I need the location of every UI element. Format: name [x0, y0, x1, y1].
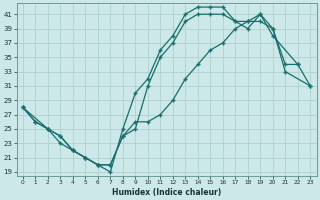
X-axis label: Humidex (Indice chaleur): Humidex (Indice chaleur)	[112, 188, 221, 197]
